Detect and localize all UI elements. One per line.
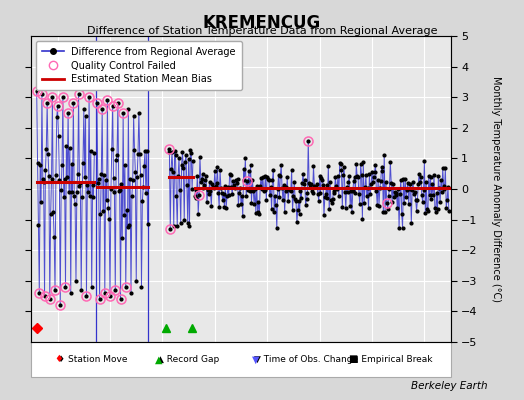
Text: ▲ Record Gap: ▲ Record Gap [157,355,220,364]
Y-axis label: Monthly Temperature Anomaly Difference (°C): Monthly Temperature Anomaly Difference (… [492,76,501,302]
Text: ▼ Time of Obs. Change: ▼ Time of Obs. Change [254,355,358,364]
Text: KREMENCUG: KREMENCUG [203,14,321,32]
Text: Difference of Station Temperature Data from Regional Average: Difference of Station Temperature Data f… [87,26,437,36]
Text: ■: ■ [348,354,357,364]
Text: Berkeley Earth: Berkeley Earth [411,381,487,391]
Text: ♦ Station Move: ♦ Station Move [57,355,127,364]
Text: ▲: ▲ [155,354,162,364]
Legend: Difference from Regional Average, Quality Control Failed, Estimated Station Mean: Difference from Regional Average, Qualit… [36,41,242,90]
Text: ♦: ♦ [54,354,63,364]
Text: ■ Empirical Break: ■ Empirical Break [350,355,432,364]
FancyBboxPatch shape [31,342,451,377]
Text: ▼: ▼ [252,354,259,364]
